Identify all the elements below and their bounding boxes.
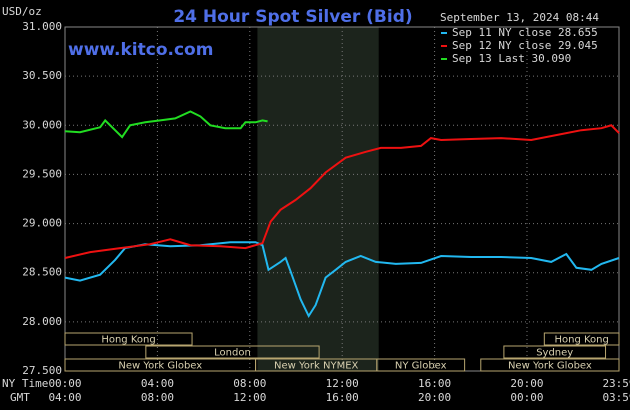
- session-label: New York Globex: [508, 361, 592, 372]
- session-box: [145, 345, 320, 359]
- x-axis-label: NY Time: [2, 377, 48, 390]
- session-label: Hong Kong: [554, 335, 608, 346]
- x-tick-label: 04:00: [141, 377, 174, 390]
- session-box: [503, 345, 607, 359]
- watermark: www.kitco.com: [68, 40, 213, 60]
- session-label: Hong Kong: [101, 335, 155, 346]
- session-label: New York Globex: [118, 361, 202, 372]
- session-box: [543, 332, 620, 346]
- session-label: NY Globex: [395, 361, 447, 372]
- x2-tick-label: 00:00: [510, 391, 543, 404]
- highlight-band: [257, 27, 379, 371]
- legend-label: Sep 11 NY close 28.655: [452, 26, 598, 39]
- y-tick-label: 29.500: [22, 167, 62, 180]
- x-tick-label: 08:00: [233, 377, 266, 390]
- legend-label: Sep 13 Last 30.090: [452, 52, 571, 65]
- x-tick-label: 23:59: [602, 377, 630, 390]
- session-box: [376, 358, 466, 372]
- unit-label: USD/oz: [2, 5, 42, 18]
- series-line: [64, 110, 268, 139]
- series-line: [64, 124, 620, 259]
- series-line: [64, 241, 620, 319]
- y-tick-label: 31.000: [22, 20, 62, 33]
- x-tick-label: 12:00: [326, 377, 359, 390]
- x-tick-label: 00:00: [48, 377, 81, 390]
- y-tick-label: 30.500: [22, 69, 62, 82]
- x2-tick-label: 04:00: [48, 391, 81, 404]
- y-tick-label: 30.000: [22, 118, 62, 131]
- y-tick-label: 29.000: [22, 217, 62, 230]
- y-tick-label: 28.000: [22, 315, 62, 328]
- timestamp: September 13, 2024 08:44: [440, 11, 599, 24]
- legend-label: Sep 12 NY close 29.045: [452, 39, 598, 52]
- x-tick-label: 16:00: [418, 377, 451, 390]
- x2-axis-label: GMT: [10, 391, 30, 404]
- chart-title: 24 Hour Spot Silver (Bid): [173, 7, 412, 27]
- x2-tick-label: 03:59: [602, 391, 630, 404]
- session-box: [480, 358, 620, 372]
- session-label: Sydney: [536, 348, 573, 359]
- x2-tick-label: 12:00: [233, 391, 266, 404]
- x-tick-label: 20:00: [510, 377, 543, 390]
- x2-tick-label: 20:00: [418, 391, 451, 404]
- session-label: London: [214, 348, 251, 359]
- x2-tick-label: 08:00: [141, 391, 174, 404]
- session-box: [64, 332, 193, 346]
- x2-tick-label: 16:00: [326, 391, 359, 404]
- y-tick-label: 28.500: [22, 266, 62, 279]
- y-tick-label: 27.500: [22, 364, 62, 377]
- session-label: New York NYMEX: [274, 361, 359, 372]
